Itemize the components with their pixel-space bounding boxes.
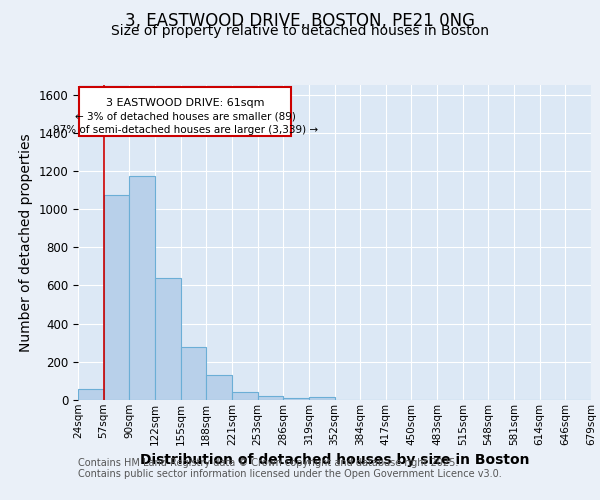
Bar (206, 375, 232, 400)
Y-axis label: Number of detached properties: Number of detached properties (19, 133, 33, 352)
Bar (79, 87, 291, 136)
Bar (232, 392, 257, 400)
Text: 97% of semi-detached houses are larger (3,339) →: 97% of semi-detached houses are larger (… (53, 125, 317, 135)
Text: 3, EASTWOOD DRIVE, BOSTON, PE21 0NG: 3, EASTWOOD DRIVE, BOSTON, PE21 0NG (125, 12, 475, 30)
Text: 3 EASTWOOD DRIVE: 61sqm: 3 EASTWOOD DRIVE: 61sqm (106, 98, 265, 108)
Bar (283, 398, 309, 400)
Bar (181, 346, 206, 400)
Bar (257, 396, 283, 400)
Bar (155, 278, 181, 400)
X-axis label: Distribution of detached houses by size in Boston: Distribution of detached houses by size … (140, 453, 529, 467)
Bar (309, 397, 335, 400)
Text: ← 3% of detached houses are smaller (89): ← 3% of detached houses are smaller (89) (74, 112, 296, 122)
Text: Size of property relative to detached houses in Boston: Size of property relative to detached ho… (111, 24, 489, 38)
Text: Contains HM Land Registry data © Crown copyright and database right 2025.: Contains HM Land Registry data © Crown c… (78, 458, 458, 468)
Bar (104, 195, 130, 400)
Bar (78, 389, 104, 400)
Bar (130, 176, 155, 400)
Text: Contains public sector information licensed under the Open Government Licence v3: Contains public sector information licen… (78, 469, 502, 479)
